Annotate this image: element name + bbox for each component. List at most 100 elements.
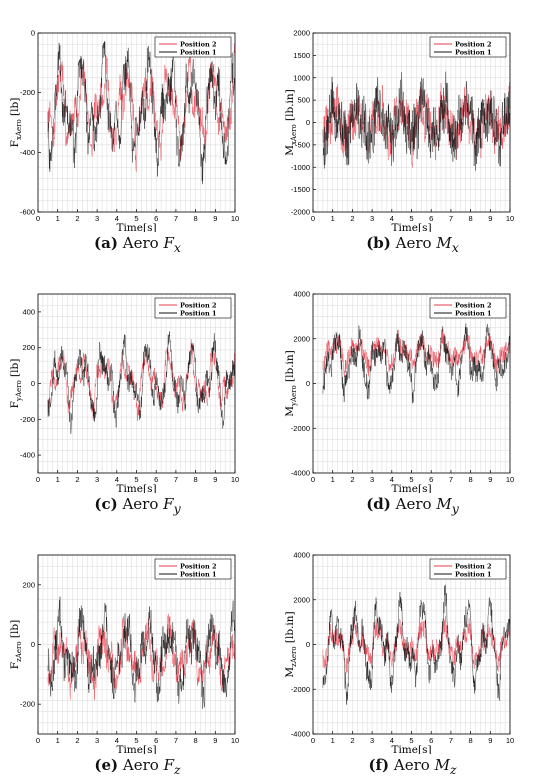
x-tick-label: 8 (194, 736, 198, 745)
x-tick-label: 0 (311, 736, 315, 745)
chart-panel-aero-fy: 0 1 2 3 4 5 6 7 8 9 10 -400 -200 0 200 400 Time[s] FyAero… (0, 261, 275, 521)
y-tick-label: 2000 (293, 29, 310, 38)
x-tick-label: 10 (231, 736, 239, 745)
x-tick-label: 2 (75, 475, 79, 484)
legend-label: Position 2 (180, 562, 217, 570)
y-tick-label: 2000 (293, 334, 310, 343)
y-tick-label: -1500 (291, 185, 310, 194)
y-tick-label: 4000 (293, 551, 310, 560)
x-axis-label: Time[s] (116, 744, 156, 754)
chart-svg: 0 1 2 3 4 5 6 7 8 9 10 -200 0 200 Time[s] FzAero [lb] Po… (9, 554, 239, 754)
x-tick-label: 4 (390, 214, 394, 223)
x-axis-label: Time[s] (391, 744, 431, 754)
x-tick-label: 6 (154, 214, 158, 223)
x-tick-label: 2 (350, 214, 354, 223)
chart-svg: 0 1 2 3 4 5 6 7 8 9 10 -400 -200 0 200 400 Time[s] FyAero… (9, 293, 239, 493)
x-tick-label: 2 (350, 736, 354, 745)
chart-panel-aero-my: 0 1 2 3 4 5 6 7 8 9 10 -4000 -2000 0 2000 4000 Time[s] My… (275, 261, 550, 521)
legend-label: Position 1 (180, 309, 217, 317)
x-tick-label: 9 (213, 475, 217, 484)
x-tick-label: 1 (56, 214, 60, 223)
series-line-position-1 (322, 584, 511, 705)
x-tick-label: 7 (449, 736, 453, 745)
y-tick-label: -2000 (291, 424, 310, 433)
x-tick-label: 3 (370, 214, 374, 223)
legend-label: Position 1 (455, 570, 492, 578)
caption-aero-mz: (f) Aero Mz (368, 756, 457, 777)
grid (312, 554, 511, 735)
chart-svg: 0 1 2 3 4 5 6 7 8 9 10 -2000 -1500 -1000 -500 0 500 1000 1… (284, 29, 514, 233)
x-tick-label: 10 (231, 475, 239, 484)
y-axis-label: FyAero [lb] (9, 359, 23, 409)
y-tick-label: 200 (22, 580, 35, 589)
legend-label: Position 1 (180, 48, 217, 56)
x-tick-label: 8 (469, 475, 473, 484)
x-tick-label: 4 (115, 736, 119, 745)
y-tick-label: 500 (297, 96, 310, 105)
y-tick-label: 1500 (293, 51, 310, 60)
x-tick-label: 4 (115, 475, 119, 484)
x-tick-label: 5 (409, 475, 413, 484)
legend-label: Position 2 (180, 301, 217, 309)
x-tick-label: 7 (174, 214, 178, 223)
x-tick-label: 6 (429, 736, 433, 745)
x-tick-label: 5 (134, 214, 138, 223)
legend-label: Position 2 (455, 301, 492, 309)
y-tick-label: 0 (306, 379, 310, 388)
caption-aero-fy: (c) Aero Fy (94, 495, 181, 516)
y-tick-label: -200 (20, 88, 35, 97)
y-tick-label: -200 (20, 415, 35, 424)
y-tick-label: -1000 (291, 163, 310, 172)
x-tick-label: 7 (449, 214, 453, 223)
y-tick-label: -400 (20, 148, 35, 157)
x-tick-label: 4 (390, 475, 394, 484)
y-tick-label: -500 (295, 140, 310, 149)
x-tick-label: 5 (134, 475, 138, 484)
x-tick-label: 6 (429, 475, 433, 484)
y-tick-label: 4000 (293, 290, 310, 299)
x-tick-label: 8 (194, 475, 198, 484)
x-tick-label: 4 (390, 736, 394, 745)
y-tick-label: 0 (306, 118, 310, 127)
y-axis-label: MyAero [lb.in] (284, 350, 298, 417)
x-tick-label: 3 (95, 736, 99, 745)
x-tick-label: 6 (154, 736, 158, 745)
x-tick-label: 5 (409, 736, 413, 745)
x-tick-label: 2 (75, 214, 79, 223)
x-tick-label: 1 (56, 475, 60, 484)
x-tick-label: 2 (75, 736, 79, 745)
x-tick-label: 1 (331, 214, 335, 223)
x-tick-label: 8 (469, 736, 473, 745)
y-tick-label: -4000 (291, 730, 310, 739)
x-tick-label: 0 (311, 214, 315, 223)
x-tick-label: 3 (95, 214, 99, 223)
y-tick-label: -2000 (291, 685, 310, 694)
x-tick-label: 4 (115, 214, 119, 223)
chart-svg: 0 1 2 3 4 5 6 7 8 9 10 -600 -400 -200 0 Time[s] FxAero [… (9, 29, 239, 233)
x-axis-label: Time[s] (116, 222, 156, 232)
series-line-position-1 (322, 71, 511, 171)
x-tick-label: 5 (134, 736, 138, 745)
x-tick-label: 0 (36, 736, 40, 745)
legend-label: Position 2 (180, 40, 217, 48)
series-line-position-1 (47, 41, 236, 185)
y-axis-label: FxAero [lb] (9, 98, 23, 148)
chart-panel-aero-mz: 0 1 2 3 4 5 6 7 8 9 10 -4000 -2000 0 2000 4000 Time[s] Mz… (275, 522, 550, 782)
y-tick-label: -200 (20, 700, 35, 709)
y-tick-label: -400 (20, 451, 35, 460)
y-tick-label: -4000 (291, 469, 310, 478)
x-tick-label: 7 (449, 475, 453, 484)
y-axis-label: FzAero [lb] (9, 620, 23, 669)
legend-label: Position 2 (455, 40, 492, 48)
x-tick-label: 10 (506, 475, 514, 484)
series-line-position-1 (47, 331, 236, 434)
y-tick-label: 0 (306, 640, 310, 649)
x-axis-label: Time[s] (391, 483, 431, 493)
x-axis-label: Time[s] (391, 222, 431, 232)
y-tick-label: -600 (20, 208, 35, 217)
x-tick-label: 9 (488, 475, 492, 484)
